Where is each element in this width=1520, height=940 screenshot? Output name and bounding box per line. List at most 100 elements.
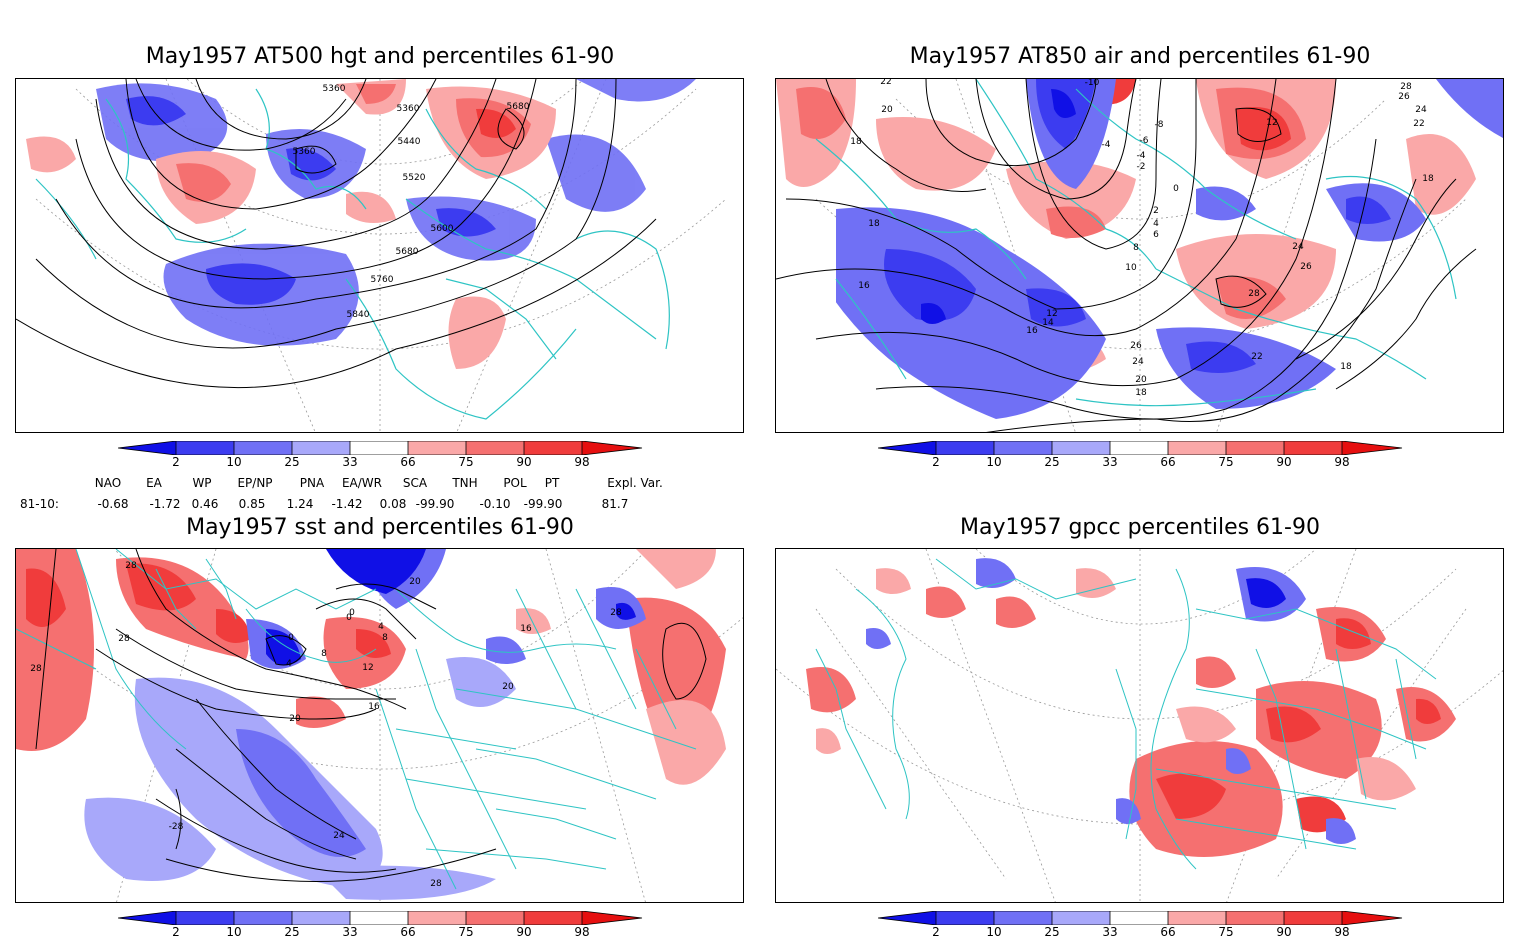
sst-contour-label: 20 (502, 682, 514, 692)
air-colorbar: 2 10 25 33 66 75 90 98 (877, 440, 1403, 470)
sst-contour-label: 24 (333, 831, 345, 841)
air-contour-label: 22 (1251, 352, 1262, 362)
colorbar-label: 98 (574, 455, 590, 469)
colorbar-label: 25 (1044, 925, 1060, 939)
hgt-map: 5360 5360 5680 5360 5440 5520 5600 5680 … (15, 78, 744, 433)
air-contour-label: 6 (1153, 230, 1159, 240)
colorbar-label: 10 (986, 925, 1002, 939)
sst-contour-label: 20 (409, 577, 421, 587)
index-value: 0.08 (379, 497, 407, 511)
air-contour-label: 26 (1300, 262, 1312, 272)
sst-contour-label: 4 (378, 622, 384, 632)
air-contour-label: 16 (1026, 326, 1038, 336)
sst-colorbar: 2 10 25 33 66 75 90 98 (117, 910, 643, 940)
sst-contour-label: 16 (520, 624, 532, 634)
sst-contour-label: -28 (169, 822, 184, 832)
index-header: WP (192, 476, 212, 490)
air-contour-label: 18 (868, 219, 880, 229)
sst-contour-label: 28 (610, 608, 622, 618)
colorbar-label: 90 (516, 455, 532, 469)
colorbar-label: 33 (342, 455, 358, 469)
air-contour-label: 20 (1135, 375, 1147, 385)
air-contour-label: 18 (1422, 174, 1434, 184)
sst-contour-label: 4 (286, 659, 292, 669)
index-header: Expl. Var. (607, 476, 663, 490)
index-value: -99.90 (415, 497, 455, 511)
index-header: PNA (299, 476, 325, 490)
colorbar-label: 75 (1218, 925, 1234, 939)
index-values: 81-10: -0.68 -1.72 0.46 0.85 1.24 -1.42 … (0, 497, 760, 513)
sst-map-svg: 28 28 28 0 0 4 8 12 16 20 24 28 -28 16 2… (16, 549, 743, 902)
sst-contour-label: 16 (368, 702, 380, 712)
sst-map: 28 28 28 0 0 4 8 12 16 20 24 28 -28 16 2… (15, 548, 744, 903)
air-map-svg: 22 20 18 18 16 -10 -8 -6 -4 -4 -2 0 2 4 … (776, 79, 1503, 432)
air-contour-label: -6 (1140, 136, 1149, 146)
sst-contour-label: 28 (118, 634, 130, 644)
colorbar-label: 25 (1044, 455, 1060, 469)
sst-contour-label: 12 (362, 663, 373, 673)
colorbar-label: 90 (1276, 455, 1292, 469)
index-header: EA/WR (341, 476, 383, 490)
hgt-contour-label: 5680 (396, 247, 419, 257)
air-contour-label: 16 (858, 281, 870, 291)
index-header: PT (544, 476, 560, 490)
air-contour-label: 22 (1413, 119, 1424, 129)
hgt-contour-label: 5440 (398, 137, 421, 147)
index-header: EP/NP (237, 476, 273, 490)
air-contour-label: 12 (1266, 118, 1277, 128)
air-contour-label: 12 (1046, 309, 1057, 319)
colorbar-label: 98 (574, 925, 590, 939)
air-colorbar-svg (877, 440, 1403, 456)
air-contour-label: 14 (1042, 318, 1054, 328)
colorbar-label: 75 (458, 925, 474, 939)
index-header: POL (503, 476, 527, 490)
index-header: SCA (402, 476, 428, 490)
index-value: -1.42 (331, 497, 363, 511)
sst-contour-label: 0 (346, 613, 352, 623)
hgt-contour-label: 5760 (371, 275, 394, 285)
air-contour-label: -10 (1085, 79, 1100, 88)
index-row-label: 81-10: (20, 497, 59, 511)
gpcc-map (775, 548, 1504, 903)
colorbar-label: 2 (932, 925, 940, 939)
colorbar-label: 33 (1102, 455, 1118, 469)
air-contour-label: -8 (1155, 120, 1164, 130)
air-title: May1957 AT850 air and percentiles 61-90 (909, 44, 1371, 69)
air-contour-label: 22 (880, 79, 891, 87)
index-value: 81.7 (601, 497, 629, 511)
gpcc-colorbar: 2 10 25 33 66 75 90 98 (877, 910, 1403, 940)
hgt-title: May1957 AT500 hgt and percentiles 61-90 (145, 44, 615, 69)
gpcc-colorbar-svg (877, 910, 1403, 926)
air-contour-label: 18 (1135, 388, 1147, 398)
colorbar-label: 75 (1218, 455, 1234, 469)
sst-contour-label: 28 (430, 879, 442, 889)
hgt-contour-label: 5520 (403, 173, 426, 183)
colorbar-label: 10 (226, 925, 242, 939)
sst-contour-label: 8 (321, 649, 327, 659)
hgt-contour-label: 5840 (347, 310, 370, 320)
colorbar-label: 66 (1160, 925, 1176, 939)
colorbar-label: 66 (400, 455, 416, 469)
index-value: -99.90 (523, 497, 563, 511)
air-contour-label: 28 (1400, 82, 1412, 92)
colorbar-label: 2 (932, 455, 940, 469)
index-value: -0.10 (479, 497, 511, 511)
air-contour-label: -4 (1137, 151, 1146, 161)
colorbar-label: 90 (1276, 925, 1292, 939)
index-header: TNH (452, 476, 478, 490)
sst-contour-label: 28 (125, 561, 137, 571)
air-contour-label: 26 (1398, 92, 1410, 102)
hgt-contour-label: 5360 (397, 104, 420, 114)
index-value: 1.24 (286, 497, 314, 511)
sst-title: May1957 sst and percentiles 61-90 (186, 515, 574, 540)
colorbar-label: 33 (342, 925, 358, 939)
hgt-contour-label: 5360 (323, 84, 346, 94)
air-contour-label: 20 (881, 105, 893, 115)
sst-contour-label: 0 (288, 633, 294, 643)
hgt-map-svg: 5360 5360 5680 5360 5440 5520 5600 5680 … (16, 79, 727, 432)
colorbar-label: 98 (1334, 455, 1350, 469)
air-contour-label: 10 (1125, 263, 1137, 273)
index-value: -1.72 (149, 497, 181, 511)
sst-colorbar-svg (117, 910, 643, 926)
hgt-contour-label: 5360 (293, 147, 316, 157)
